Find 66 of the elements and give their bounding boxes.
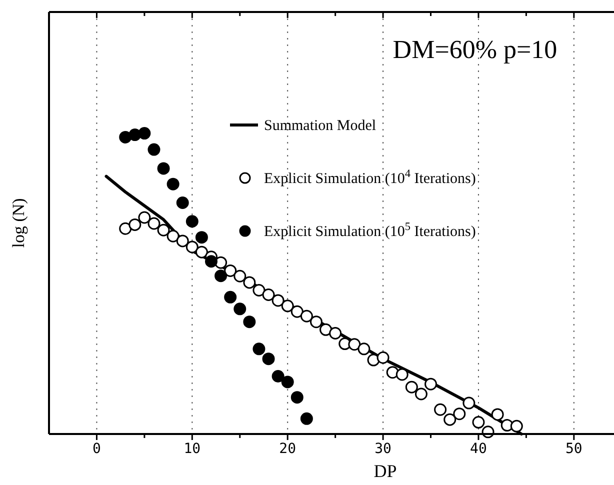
point (281, 376, 294, 388)
point (272, 370, 284, 383)
point (472, 416, 485, 429)
point (234, 270, 246, 282)
point (234, 302, 246, 316)
point (166, 230, 180, 242)
point (510, 420, 523, 432)
x-axis-title: DP (374, 461, 397, 481)
point (424, 378, 438, 390)
point (376, 351, 390, 364)
point (176, 234, 189, 248)
x-tick-label: 30 (374, 441, 392, 457)
x-tick-label: 10 (184, 441, 201, 457)
point (300, 412, 313, 425)
point (204, 255, 218, 268)
point (262, 288, 275, 302)
point (157, 224, 170, 236)
x-tick-label: 20 (279, 441, 296, 457)
point (300, 310, 313, 322)
point (148, 217, 160, 230)
point (462, 396, 476, 410)
x-tick-label: 50 (565, 441, 582, 457)
point (157, 162, 170, 175)
point (119, 222, 132, 235)
point (138, 127, 151, 140)
point (358, 342, 370, 356)
point (252, 342, 266, 356)
x-tick-label: 0 (92, 441, 101, 457)
point (195, 231, 208, 244)
point (453, 408, 466, 420)
point (290, 305, 304, 318)
legend-label: Explicit Simulation (10$^{4}$ Iterations) (264, 168, 476, 187)
point (252, 284, 266, 297)
point (320, 323, 332, 336)
x-tick-label: 40 (470, 441, 487, 457)
point (348, 338, 361, 351)
y-axis-title: log (N) (9, 198, 28, 248)
point (214, 270, 228, 282)
point (434, 403, 447, 416)
legend-label: Explicit Simulation (10$^{5}$ Iterations) (264, 221, 476, 240)
point (386, 366, 399, 379)
point (186, 215, 198, 228)
point (310, 316, 322, 328)
point (281, 300, 294, 312)
point (166, 178, 180, 190)
point (243, 316, 256, 328)
point (176, 196, 189, 209)
text: DM=60% p=10 (392, 35, 558, 64)
point (195, 246, 208, 258)
point (148, 143, 160, 156)
point (329, 327, 342, 340)
point (128, 218, 142, 231)
point (224, 264, 237, 277)
point (444, 413, 456, 426)
legend-label: Summation Model (264, 118, 376, 134)
point (396, 368, 408, 381)
point (414, 388, 428, 400)
point (272, 294, 284, 307)
point (491, 408, 504, 421)
point (405, 380, 418, 394)
point (243, 276, 256, 289)
point (138, 211, 151, 224)
point (186, 240, 198, 254)
point (262, 352, 275, 366)
point (290, 391, 304, 404)
point (224, 290, 237, 304)
